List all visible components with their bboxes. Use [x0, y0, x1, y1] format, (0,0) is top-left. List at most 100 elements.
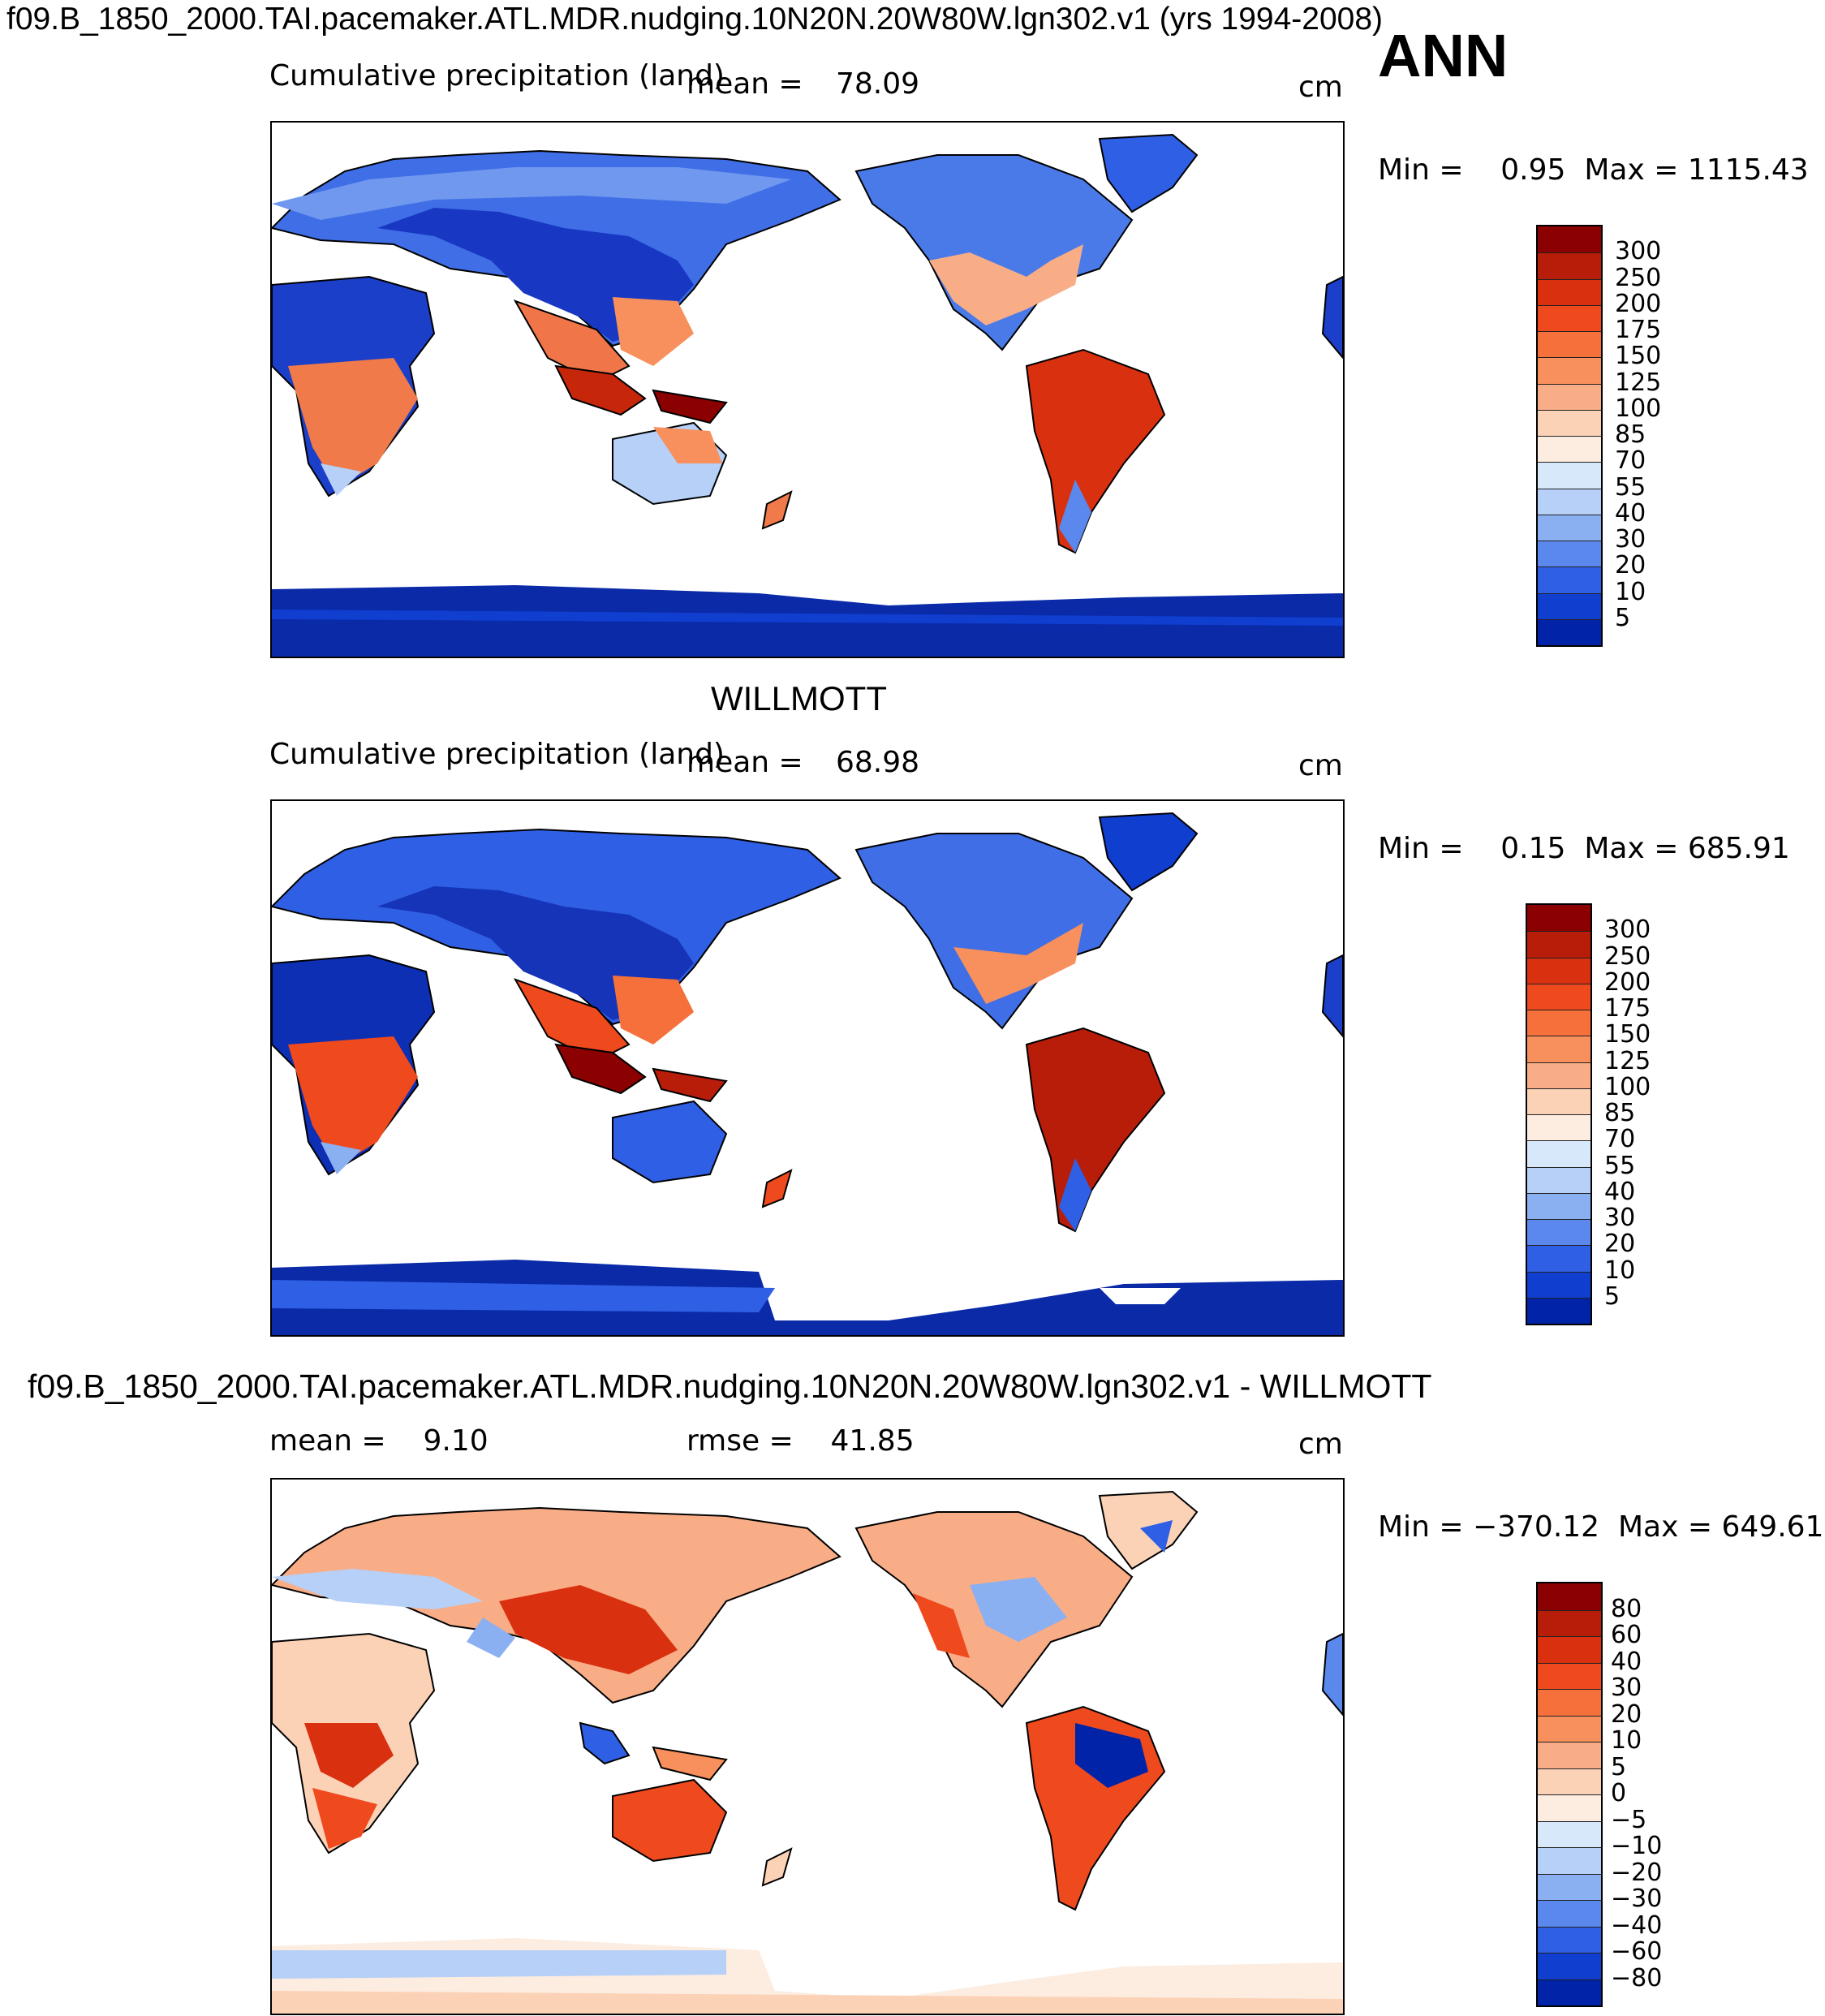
colorbar-tick-label: 5: [1611, 1752, 1627, 1781]
colorbar-tick-label: 85: [1615, 420, 1646, 449]
colorbar-cell: [1527, 931, 1590, 958]
colorbar-cell: [1538, 226, 1601, 253]
colorbar-tick-label: 0: [1611, 1779, 1627, 1807]
figure-main-title: f09.B_1850_2000.TAI.pacemaker.ATL.MDR.nu…: [6, 2, 1384, 37]
colorbar-cell: [1527, 1245, 1590, 1272]
panel-2-left-label: Cumulative precipitation (land): [269, 738, 725, 771]
colorbar-cell: [1527, 1140, 1590, 1167]
land-south-america: [1025, 348, 1166, 554]
panel-3-units: cm: [1298, 1428, 1343, 1461]
land-australia: [612, 1778, 728, 1863]
colorbar-cell: [1538, 514, 1601, 541]
colorbar-tick-label: 30: [1604, 1204, 1636, 1232]
panel-2-stat-value: 68.98: [836, 746, 920, 779]
colorbar-cell: [1538, 383, 1601, 410]
land-greenland: [1098, 812, 1199, 892]
panel-2-minmax: Min = 0.15 Max = 685.91: [1378, 832, 1790, 865]
panel-1-minmax: Min = 0.95 Max = 1115.43: [1378, 153, 1809, 187]
panel-1-left-label: Cumulative precipitation (land): [269, 59, 725, 93]
colorbar-cell: [1527, 1114, 1590, 1141]
colorbar-tick-label: −60: [1611, 1937, 1663, 1966]
world-map-2: [272, 812, 1343, 1335]
panel-3-title: f09.B_1850_2000.TAI.pacemaker.ATL.MDR.nu…: [28, 1368, 1432, 1405]
colorbar-tick-label: 250: [1615, 263, 1662, 292]
land-indonesia: [579, 1721, 631, 1765]
colorbar-cell: [1538, 592, 1601, 619]
panel-1-map: [270, 121, 1345, 658]
colorbar-cell: [1538, 278, 1601, 305]
panel-2-colorbar: [1526, 903, 1592, 1325]
colorbar-tick-label: 175: [1615, 316, 1662, 344]
colorbar-tick-label: 40: [1611, 1647, 1642, 1676]
colorbar-tick-label: 150: [1604, 1020, 1651, 1049]
panel-2-map: [270, 799, 1345, 1337]
colorbar-cell: [1538, 488, 1601, 515]
colorbar-cell: [1527, 1166, 1590, 1193]
colorbar-cell: [1527, 905, 1590, 932]
colorbar-tick-label: −40: [1611, 1910, 1663, 1940]
colorbar-tick-label: 60: [1611, 1621, 1642, 1649]
land-north-america: [854, 154, 1134, 351]
panel-3-map: [270, 1478, 1345, 2015]
colorbar-tick-label: 55: [1604, 1151, 1636, 1180]
land-indonesia: [554, 1043, 647, 1095]
world-map-1: [272, 133, 1343, 657]
colorbar-tick-label: 70: [1615, 446, 1646, 476]
colorbar-tick-label: 80: [1611, 1594, 1642, 1623]
colorbar-cell: [1538, 1715, 1601, 1742]
colorbar-tick-label: 100: [1604, 1072, 1651, 1101]
colorbar-cell: [1538, 1794, 1601, 1821]
panel-2-units: cm: [1298, 749, 1343, 782]
land-australia: [612, 1100, 728, 1184]
colorbar-cell: [1538, 1583, 1601, 1610]
colorbar-tick-label: 55: [1615, 472, 1646, 502]
colorbar-tick-label: 5: [1604, 1282, 1621, 1311]
land-antarctica: [272, 1260, 1343, 1335]
colorbar-tick-label: 100: [1615, 394, 1662, 423]
panel-1-stat-value: 78.09: [836, 67, 920, 101]
panel-3-colorbar: [1536, 1582, 1603, 2007]
panel-3-rmse: rmse = 41.85: [687, 1424, 915, 1458]
panel-1-colorbar: [1536, 225, 1603, 647]
colorbar-cell: [1538, 1926, 1601, 1953]
colorbar-tick-label: 20: [1611, 1699, 1642, 1729]
colorbar-cell: [1538, 1636, 1601, 1663]
colorbar-cell: [1527, 1088, 1590, 1114]
panel-3-minmax: Min = −370.12 Max = 649.61: [1378, 1510, 1824, 1544]
colorbar-tick-label: 300: [1604, 915, 1651, 945]
colorbar-cell: [1538, 409, 1601, 436]
colorbar-cell: [1527, 1010, 1590, 1036]
colorbar-tick-label: 300: [1615, 237, 1662, 266]
colorbar-tick-label: 10: [1604, 1256, 1636, 1285]
colorbar-cell: [1527, 1271, 1590, 1298]
colorbar-tick-label: 125: [1604, 1046, 1651, 1075]
colorbar-cell: [1538, 1742, 1601, 1768]
colorbar-tick-label: 70: [1604, 1125, 1636, 1154]
colorbar-tick-label: 20: [1615, 551, 1646, 580]
colorbar-cell: [1538, 357, 1601, 384]
colorbar-cell: [1527, 1297, 1590, 1324]
world-map-3: [272, 1490, 1343, 2014]
colorbar-cell: [1538, 331, 1601, 358]
colorbar-cell: [1538, 1768, 1601, 1794]
colorbar-cell: [1538, 541, 1601, 567]
colorbar-tick-label: 10: [1615, 577, 1646, 606]
colorbar-tick-label: 250: [1604, 941, 1651, 971]
colorbar-tick-label: 200: [1604, 967, 1651, 997]
panel-1-stat-label: mean =: [687, 67, 803, 101]
colorbar-tick-label: 200: [1615, 289, 1662, 318]
colorbar-cell: [1538, 1820, 1601, 1847]
colorbar-tick-label: 20: [1604, 1230, 1636, 1259]
colorbar-cell: [1538, 436, 1601, 463]
colorbar-tick-label: 175: [1604, 994, 1651, 1023]
colorbar-cell: [1538, 1953, 1601, 1979]
land-south-america: [1025, 1027, 1166, 1233]
colorbar-tick-label: 85: [1604, 1099, 1636, 1127]
colorbar-tick-label: 40: [1615, 498, 1646, 528]
colorbar-cell: [1538, 1873, 1601, 1900]
land-indonesia: [554, 364, 647, 416]
land-north-america: [854, 833, 1134, 1030]
colorbar-tick-label: −10: [1611, 1832, 1663, 1860]
colorbar-cell: [1538, 462, 1601, 489]
colorbar-cell: [1538, 1662, 1601, 1689]
